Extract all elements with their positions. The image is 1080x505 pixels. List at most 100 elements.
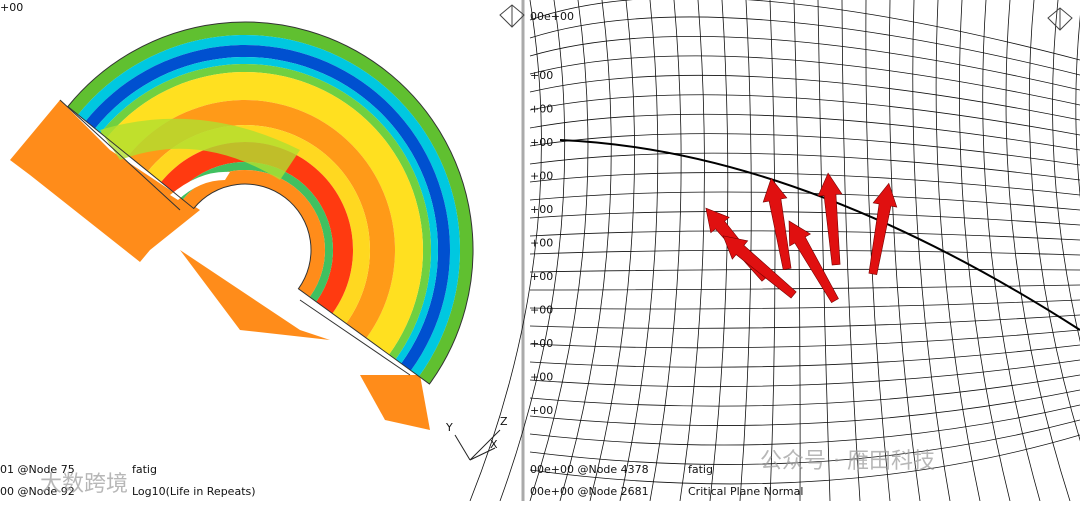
arrow-body <box>762 177 792 270</box>
legend-label: +00 <box>530 170 553 183</box>
normal-arrow <box>788 220 839 304</box>
wire-line <box>499 0 566 502</box>
normal-arrow <box>817 172 843 266</box>
flange <box>360 375 430 430</box>
triad-z: Z <box>500 415 508 428</box>
wire-line <box>529 419 1080 465</box>
contour-band <box>147 124 371 324</box>
triad-y: Y <box>445 421 453 434</box>
wire-line <box>529 55 1080 106</box>
model-edge <box>299 299 411 376</box>
view-cube <box>499 4 525 28</box>
wire-line <box>1075 15 1080 199</box>
max-line: 00e+00 @Node 4378 <box>530 463 649 476</box>
wire-line <box>529 172 1080 196</box>
arrow-body <box>868 182 898 275</box>
wire-line <box>679 0 705 502</box>
wireframe-model <box>469 0 1080 502</box>
max-line: 01 @Node 75 <box>0 463 75 476</box>
wire-line <box>529 0 589 502</box>
wire-line <box>529 211 1080 226</box>
legend-label: +00 <box>530 371 553 384</box>
normal-arrow <box>868 182 898 275</box>
wire-line <box>529 0 1080 61</box>
contour-band <box>106 72 423 355</box>
min-line: 00 @Node 92 <box>0 485 75 498</box>
watermark: 公众号 · 雁田科技 <box>760 449 935 474</box>
wire-line <box>709 0 729 502</box>
legend-label: +00 <box>530 304 553 317</box>
legend-label: +00 <box>530 404 553 417</box>
arrow-body <box>817 172 843 266</box>
contour-patch <box>170 171 230 200</box>
wire-line <box>529 344 1080 368</box>
wire-line <box>649 0 682 502</box>
wire-line <box>559 139 1080 331</box>
wire-line <box>529 329 1080 349</box>
flange <box>180 250 330 340</box>
arrow-body <box>788 220 839 304</box>
model-edge <box>67 21 474 385</box>
normal-arrow <box>722 235 797 299</box>
wire-line <box>865 0 891 502</box>
result-name: fatig <box>688 463 713 476</box>
legend-label: +00 <box>530 136 553 149</box>
wire-line <box>529 374 1080 407</box>
legend-label: +00 <box>530 103 553 116</box>
wire-line <box>529 314 1080 329</box>
contour-band <box>128 99 396 339</box>
normal-arrow <box>762 177 792 270</box>
wire-line <box>529 113 1080 151</box>
wire-line <box>888 0 921 502</box>
wire-line <box>1052 0 1080 343</box>
wire-line <box>529 94 1080 136</box>
wire-line <box>841 0 861 502</box>
corner-label: 00e+00 <box>530 10 574 23</box>
wire-line <box>912 0 951 502</box>
wire-line <box>529 359 1080 388</box>
corner-label: +00 <box>0 1 23 14</box>
wire-line <box>769 0 776 502</box>
wire-line <box>529 404 1080 446</box>
watermark: 大数跨境 <box>40 472 128 497</box>
model-edge <box>59 99 181 211</box>
min-line: 00e+00 @Node 2681 <box>530 485 649 498</box>
wire-line <box>589 0 635 502</box>
wire-line <box>959 0 1011 502</box>
wire-line <box>1028 0 1080 442</box>
legend-label: +00 <box>530 203 553 216</box>
wire-line <box>1005 0 1071 502</box>
wire-line <box>529 16 1080 76</box>
wire-line <box>529 36 1080 91</box>
contour-patch <box>100 118 300 180</box>
result-type: Log10(Life in Repeats) <box>132 485 256 498</box>
wire-line <box>559 0 612 502</box>
triad-x: X <box>490 438 498 451</box>
wire-line <box>619 0 659 502</box>
wire-line <box>739 0 752 502</box>
legend-label: +00 <box>530 337 553 350</box>
wire-line <box>529 133 1080 166</box>
wire-line <box>529 268 1080 273</box>
contour-model <box>10 21 474 430</box>
contour-band <box>161 141 354 314</box>
legend-label: +00 <box>530 270 553 283</box>
arrow-body <box>722 235 797 299</box>
contour-band <box>176 162 333 302</box>
wire-line <box>469 0 542 502</box>
wire-line <box>817 0 831 502</box>
wire-line <box>529 74 1080 121</box>
wire-line <box>529 152 1080 181</box>
wire-line <box>982 0 1041 502</box>
wire-line <box>529 284 1080 291</box>
view-cube <box>1047 7 1073 31</box>
flange <box>10 100 200 262</box>
axis-triad <box>454 429 501 461</box>
result-name: fatig <box>132 463 157 476</box>
wire-line <box>529 191 1080 211</box>
result-type: Critical Plane Normal <box>688 485 803 498</box>
wire-line <box>529 434 1080 485</box>
legend-label: +00 <box>530 237 553 250</box>
